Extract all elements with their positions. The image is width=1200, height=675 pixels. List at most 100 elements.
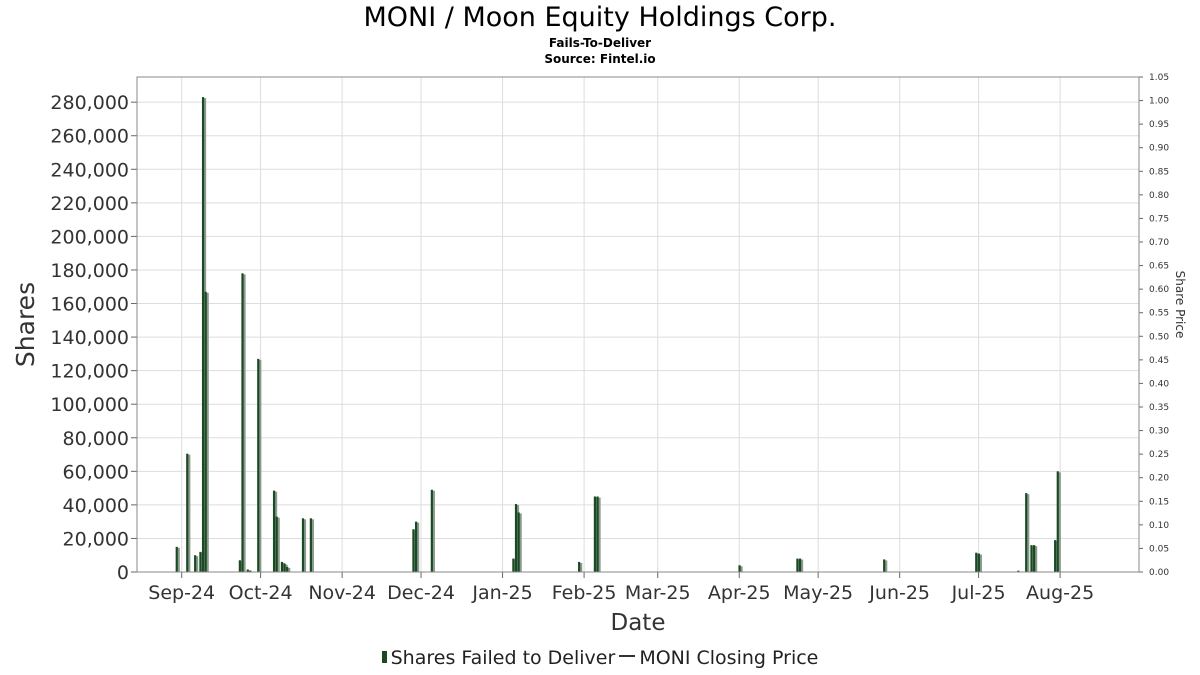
ftd-bar bbox=[301, 518, 305, 572]
ftd-bar bbox=[246, 569, 249, 572]
y2-tick-label: 0.30 bbox=[1149, 427, 1169, 437]
plot-border bbox=[136, 76, 1140, 573]
ftd-bar bbox=[1056, 471, 1059, 572]
ftd-bar-shadow bbox=[800, 559, 804, 572]
ftd-bar bbox=[517, 512, 520, 572]
ftd-bar bbox=[512, 558, 515, 572]
ftd-bar-shadow bbox=[1035, 546, 1038, 572]
ftd-bar bbox=[275, 516, 278, 572]
ftd-bar bbox=[578, 561, 581, 572]
y-axis-label: Shares bbox=[11, 282, 40, 367]
ftd-bar bbox=[514, 504, 518, 572]
y2-tick-label: 0.40 bbox=[1149, 379, 1169, 389]
ftd-bar bbox=[430, 489, 433, 572]
y2-tick-label: 1.00 bbox=[1149, 97, 1169, 107]
ftd-bar bbox=[175, 546, 178, 572]
x-tick-label: Sep-24 bbox=[148, 582, 215, 604]
ftd-bar bbox=[796, 558, 799, 572]
y2-tick-label: 1.05 bbox=[1149, 73, 1169, 83]
y-tick-label: 220,000 bbox=[50, 193, 129, 215]
ftd-bar-shadow bbox=[519, 513, 522, 572]
ftd-bar-shadow bbox=[243, 274, 246, 572]
plot-area bbox=[137, 77, 1139, 572]
ftd-bar-shadow bbox=[277, 517, 280, 572]
ftd-bar-shadow bbox=[303, 519, 307, 572]
ftd-bar bbox=[283, 563, 286, 572]
y2-tick-label: 0.15 bbox=[1149, 497, 1169, 507]
ftd-bar-shadow bbox=[177, 547, 180, 572]
x-tick-label: Oct-24 bbox=[229, 582, 293, 604]
y2-tick-label: 0.45 bbox=[1149, 356, 1169, 366]
y-tick-label: 100,000 bbox=[50, 394, 129, 416]
ftd-bar bbox=[883, 559, 886, 572]
ftd-bar-shadow bbox=[196, 556, 199, 572]
y2-tick-label: 0.65 bbox=[1149, 262, 1169, 272]
ftd-bar bbox=[975, 552, 978, 572]
x-axis-label: Date bbox=[611, 610, 666, 636]
legend-line-swatch bbox=[619, 655, 636, 657]
ftd-bar bbox=[309, 518, 312, 572]
x-tick-label: Feb-25 bbox=[552, 582, 617, 604]
ftd-bar-shadow bbox=[885, 560, 888, 572]
y-tick-label: 280,000 bbox=[50, 92, 129, 114]
ftd-bar bbox=[1030, 545, 1033, 572]
y-tick-label: 200,000 bbox=[50, 226, 129, 248]
x-tick-label: Aug-25 bbox=[1026, 582, 1094, 604]
legend: Shares Failed to Deliver MONI Closing Pri… bbox=[0, 647, 1200, 669]
ftd-bar bbox=[798, 558, 802, 572]
y2-tick-label: 0.60 bbox=[1149, 285, 1169, 295]
x-tick-label: Mar-25 bbox=[625, 582, 691, 604]
ftd-bar bbox=[204, 291, 207, 572]
ftd-bar-shadow bbox=[288, 567, 291, 572]
y2-tick-label: 0.20 bbox=[1149, 474, 1169, 484]
ftd-bar bbox=[412, 529, 415, 572]
y2-tick-label: 0.55 bbox=[1149, 309, 1169, 319]
y2-tick-label: 0.80 bbox=[1149, 191, 1169, 201]
y-tick-label: 20,000 bbox=[63, 528, 129, 550]
ftd-bar bbox=[257, 358, 260, 572]
ftd-bar bbox=[201, 97, 205, 572]
ftd-bar bbox=[1017, 570, 1020, 572]
y-tick-label: 240,000 bbox=[50, 159, 129, 181]
ftd-bar-shadow bbox=[979, 554, 982, 572]
y2-tick-label: 0.70 bbox=[1149, 238, 1169, 248]
ftd-bar-shadow bbox=[1058, 472, 1061, 572]
y-tick-label: 60,000 bbox=[63, 461, 129, 483]
y-tick-label: 80,000 bbox=[63, 428, 129, 450]
y2-tick-label: 0.75 bbox=[1149, 214, 1169, 224]
ftd-bar bbox=[593, 496, 597, 572]
y-tick-label: 260,000 bbox=[50, 126, 129, 148]
y2-tick-label: 0.25 bbox=[1149, 450, 1169, 460]
y-tick-label: 0 bbox=[117, 562, 129, 584]
legend-label-line: MONI Closing Price bbox=[639, 647, 819, 669]
ftd-bar-shadow bbox=[580, 562, 583, 572]
ftd-bar bbox=[596, 496, 599, 572]
ftd-bar bbox=[1054, 540, 1057, 572]
ftd-bar-shadow bbox=[432, 490, 435, 572]
x-tick-label: Dec-24 bbox=[387, 582, 455, 604]
ftd-bar-shadow bbox=[1027, 494, 1030, 572]
x-tick-label: Jul-25 bbox=[951, 582, 1006, 604]
ftd-bar bbox=[1025, 493, 1028, 572]
y2-tick-label: 0.35 bbox=[1149, 403, 1169, 413]
y2-tick-label: 0.10 bbox=[1149, 521, 1169, 531]
y-tick-label: 160,000 bbox=[50, 294, 129, 316]
ftd-bar bbox=[280, 561, 284, 572]
ftd-bar bbox=[194, 555, 197, 572]
ftd-bar-shadow bbox=[188, 454, 191, 572]
chart-title: MONI / Moon Equity Holdings Corp. bbox=[363, 2, 837, 33]
x-tick-label: Nov-24 bbox=[308, 582, 376, 604]
y2-tick-label: 0.00 bbox=[1149, 568, 1169, 578]
y2-tick-label: 0.85 bbox=[1149, 167, 1169, 177]
ftd-bar bbox=[241, 273, 244, 572]
ftd-bar bbox=[977, 553, 980, 572]
ftd-bar bbox=[286, 566, 289, 572]
chart-subtitle: Fails-To-Deliver bbox=[548, 36, 652, 50]
ftd-bar-shadow bbox=[311, 519, 314, 572]
y2-tick-label: 0.90 bbox=[1149, 144, 1169, 154]
y-tick-label: 180,000 bbox=[50, 260, 129, 282]
y-tick-label: 40,000 bbox=[63, 495, 129, 517]
chart-source: Source: Fintel.io bbox=[544, 52, 656, 66]
y-tick-label: 140,000 bbox=[50, 327, 129, 349]
